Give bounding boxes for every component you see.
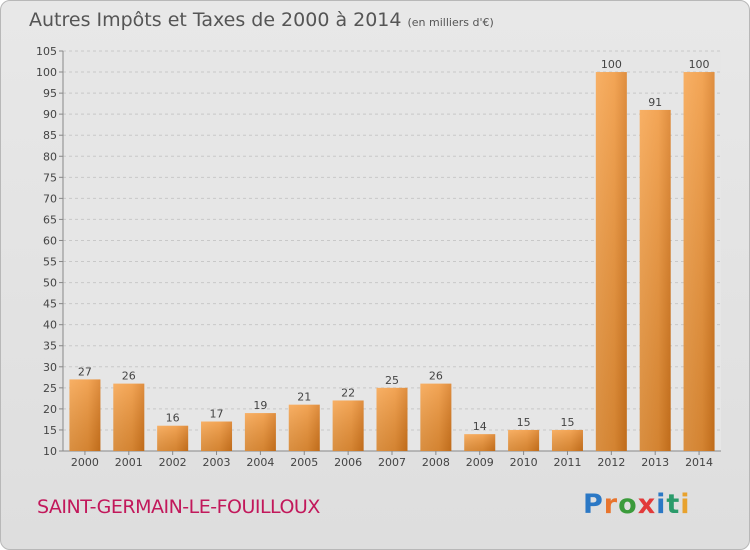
bar-shade	[464, 434, 496, 451]
bar-value-label: 15	[517, 416, 531, 429]
bar-value-label: 17	[210, 408, 224, 421]
x-tick-label: 2010	[510, 456, 538, 469]
proxiti-logo: Proxiti	[583, 489, 691, 520]
y-tick-label: 105	[36, 45, 57, 58]
x-tick-label: 2004	[246, 456, 274, 469]
bar-shade	[288, 404, 320, 451]
x-tick-label: 2001	[115, 456, 143, 469]
y-tick-label: 80	[43, 150, 57, 163]
logo-letter: x	[637, 489, 657, 520]
bar-shade	[201, 421, 233, 451]
chart-title-main: Autres Impôts et Taxes de 2000 à 2014	[29, 9, 402, 31]
logo-letter: P	[583, 489, 604, 520]
y-tick-label: 85	[43, 129, 57, 142]
bar-value-label: 100	[601, 58, 622, 71]
x-tick-label: 2014	[685, 456, 713, 469]
x-tick-label: 2013	[641, 456, 669, 469]
chart-title-unit: (en milliers d'€)	[407, 16, 494, 29]
commune-name: SAINT-GERMAIN-LE-FOUILLOUX	[37, 496, 320, 518]
bar-shade	[244, 413, 276, 451]
bar-value-label: 27	[78, 365, 92, 378]
logo-letter: r	[603, 489, 619, 520]
y-tick-label: 45	[43, 298, 57, 311]
logo-letter: t	[666, 489, 681, 520]
bar-shade	[69, 379, 101, 451]
y-tick-label: 95	[43, 87, 57, 100]
x-tick-label: 2002	[159, 456, 187, 469]
x-tick-label: 2009	[466, 456, 494, 469]
bar-shade	[332, 400, 364, 451]
bar-shade	[157, 425, 189, 451]
x-tick-label: 2003	[203, 456, 231, 469]
y-tick-label: 10	[43, 445, 57, 458]
y-tick-label: 30	[43, 361, 57, 374]
bar-value-label: 22	[341, 386, 355, 399]
y-tick-label: 55	[43, 256, 57, 269]
x-tick-label: 2008	[422, 456, 450, 469]
bar-shade	[639, 109, 671, 452]
bar-value-label: 91	[648, 96, 662, 109]
bar-value-label: 16	[166, 412, 180, 425]
x-tick-label: 2000	[71, 456, 99, 469]
chart-title: Autres Impôts et Taxes de 2000 à 2014 (en…	[29, 9, 494, 31]
bar-value-label: 21	[297, 391, 311, 404]
y-tick-label: 100	[36, 66, 57, 79]
bar-value-label: 14	[473, 420, 487, 433]
bar-shade	[376, 387, 408, 451]
y-tick-label: 50	[43, 277, 57, 290]
logo-letter: i	[680, 489, 691, 520]
x-tick-label: 2007	[378, 456, 406, 469]
x-tick-label: 2012	[597, 456, 625, 469]
bar-value-label: 100	[689, 58, 710, 71]
y-tick-label: 15	[43, 424, 57, 437]
y-tick-label: 35	[43, 340, 57, 353]
y-tick-label: 65	[43, 213, 57, 226]
logo-letter: o	[618, 489, 638, 520]
y-tick-label: 60	[43, 234, 57, 247]
bar-shade	[420, 383, 452, 451]
x-tick-label: 2005	[290, 456, 318, 469]
x-tick-label: 2006	[334, 456, 362, 469]
bar-shade	[551, 429, 583, 451]
bar-value-label: 26	[429, 370, 443, 383]
y-tick-label: 70	[43, 192, 57, 205]
x-tick-label: 2011	[553, 456, 581, 469]
y-tick-label: 90	[43, 108, 57, 121]
y-tick-label: 75	[43, 171, 57, 184]
bar-value-label: 25	[385, 374, 399, 387]
y-tick-label: 25	[43, 382, 57, 395]
y-tick-label: 20	[43, 403, 57, 416]
bar-value-label: 19	[253, 399, 267, 412]
y-tick-label: 40	[43, 319, 57, 332]
bar-shade	[595, 72, 627, 451]
plot-area: 10 15 20 25 30 35 40 45 50 55 60 65 70 75 80 85 90 95 100 1…	[36, 45, 721, 469]
bar-shade	[683, 72, 715, 451]
bar-shade	[508, 429, 540, 451]
bar-shade	[113, 383, 145, 451]
bar-value-label: 15	[560, 416, 574, 429]
bar-value-label: 26	[122, 370, 136, 383]
logo-letter: i	[656, 489, 667, 520]
